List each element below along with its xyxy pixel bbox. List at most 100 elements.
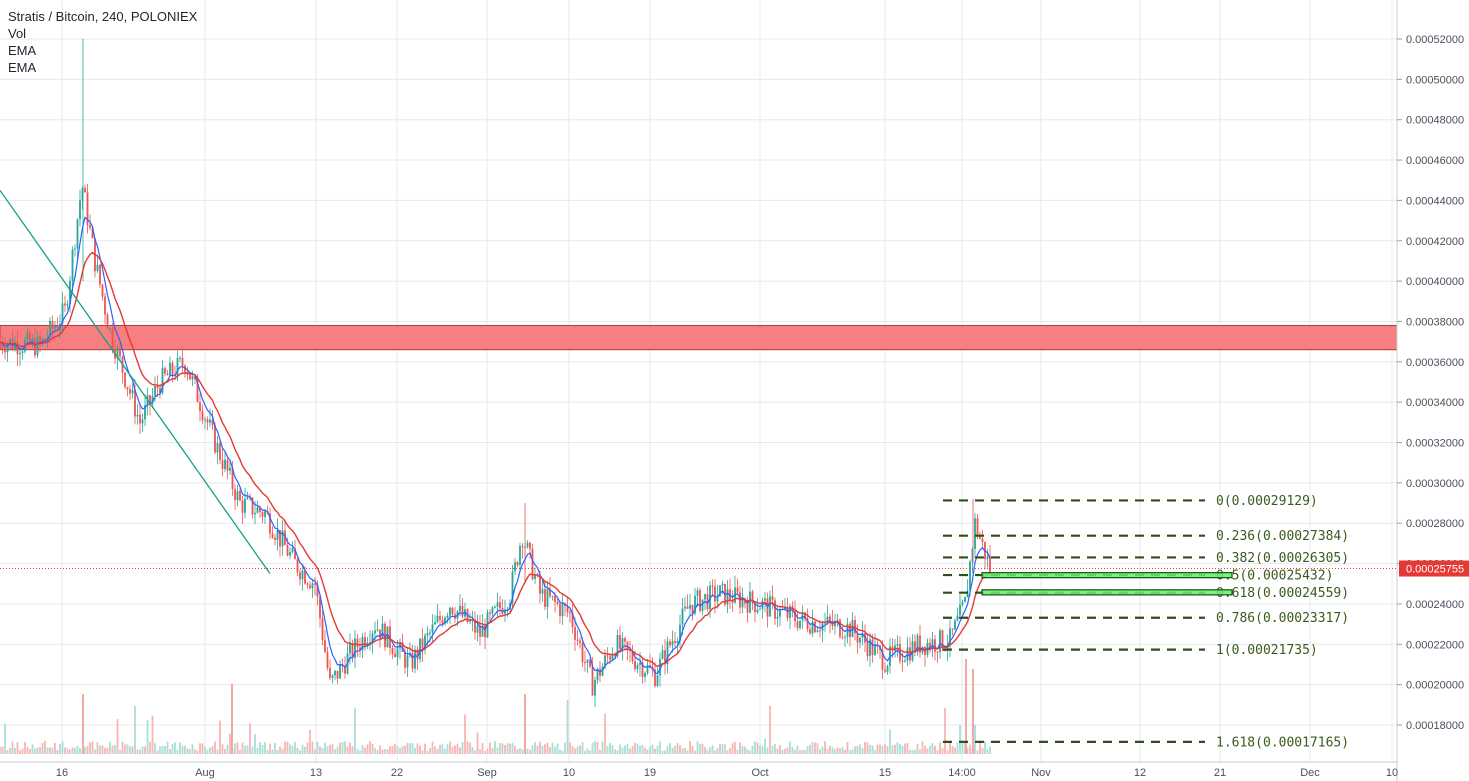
volume-bar bbox=[929, 745, 931, 754]
volume-bar bbox=[749, 750, 751, 754]
volume-bar bbox=[186, 748, 189, 754]
candle-body bbox=[696, 590, 699, 596]
candle-body bbox=[434, 622, 436, 625]
candle-body bbox=[251, 497, 254, 515]
candle-body bbox=[56, 326, 59, 329]
candle-body bbox=[494, 606, 496, 608]
indicator-ema-2[interactable]: EMA bbox=[8, 60, 37, 75]
fibonacci-retracement: 0(0.00029129) 0.236(0.00027384) 0.382(0.00… bbox=[943, 494, 1349, 750]
candle-body bbox=[756, 609, 759, 613]
volume-bar bbox=[309, 729, 311, 754]
volume-bar bbox=[871, 745, 874, 754]
volume-bar bbox=[681, 748, 684, 754]
candle-body bbox=[181, 357, 184, 366]
volume-bar bbox=[946, 750, 949, 754]
candle-body bbox=[806, 618, 809, 630]
candle-body bbox=[129, 389, 131, 394]
volume-bar bbox=[809, 745, 811, 754]
candle-body bbox=[941, 630, 944, 649]
volume-bar bbox=[804, 749, 806, 754]
candle-body bbox=[789, 606, 791, 618]
volume-bar bbox=[179, 742, 181, 754]
candle-body bbox=[961, 601, 964, 605]
volume-bar bbox=[436, 748, 439, 754]
candle-body bbox=[839, 619, 841, 637]
volume-bar bbox=[811, 741, 814, 754]
price-tick-label: 0.00030000 bbox=[1406, 478, 1464, 490]
volume-bar bbox=[806, 746, 809, 754]
candle-body bbox=[349, 643, 351, 654]
candle-body bbox=[774, 600, 776, 619]
volume-bar bbox=[419, 745, 421, 754]
candle-body bbox=[526, 542, 529, 547]
volume-bar bbox=[296, 748, 299, 754]
candle-body bbox=[419, 638, 421, 660]
candle-body bbox=[621, 638, 624, 649]
candle-body bbox=[719, 585, 721, 597]
candle-body bbox=[316, 584, 319, 597]
candle-body bbox=[426, 633, 429, 636]
volume-bar bbox=[606, 746, 609, 754]
volume-bar bbox=[659, 741, 661, 754]
candle-body bbox=[384, 623, 386, 648]
indicator-ema-1[interactable]: EMA bbox=[8, 43, 37, 58]
volume-bar bbox=[394, 743, 396, 754]
symbol-title[interactable]: Stratis / Bitcoin, 240, POLONIEX bbox=[8, 9, 198, 24]
candle-body bbox=[741, 598, 744, 608]
volume-bar bbox=[541, 745, 544, 754]
candle-body bbox=[721, 583, 724, 586]
volume-bar bbox=[219, 720, 221, 754]
candle-body bbox=[634, 661, 636, 670]
volume-bar bbox=[49, 747, 51, 754]
candle-body bbox=[221, 460, 224, 469]
volume-bar bbox=[109, 741, 111, 754]
candle-body bbox=[416, 649, 419, 660]
volume-bar bbox=[521, 748, 524, 754]
volume-bar bbox=[94, 749, 96, 754]
candle-body bbox=[489, 612, 491, 614]
volume-bar bbox=[714, 750, 716, 754]
volume-bar bbox=[389, 746, 391, 754]
volume-bar bbox=[241, 742, 244, 754]
volume-bar bbox=[836, 747, 839, 754]
current-price-label: 0.00025755 bbox=[1406, 564, 1464, 576]
volume-bar bbox=[559, 749, 561, 754]
volume-bar bbox=[401, 746, 404, 754]
candle-body bbox=[176, 358, 179, 377]
candle-body bbox=[109, 328, 111, 330]
candle-body bbox=[916, 635, 919, 653]
volume-bar bbox=[591, 742, 594, 754]
volume-bar bbox=[636, 743, 639, 754]
candle-body bbox=[444, 617, 446, 624]
volume-bar bbox=[1, 746, 4, 754]
volume-bar bbox=[819, 749, 821, 754]
candle-body bbox=[134, 389, 136, 417]
candle-body bbox=[304, 570, 306, 584]
volume-bar bbox=[86, 746, 89, 754]
candle-body bbox=[514, 562, 516, 572]
candle-body bbox=[861, 633, 864, 638]
candle-body bbox=[29, 332, 31, 344]
volume-bar bbox=[31, 744, 34, 754]
volume-bar bbox=[464, 714, 466, 754]
candle-body bbox=[809, 629, 811, 634]
indicator-volume[interactable]: Vol bbox=[8, 26, 27, 41]
candle-body bbox=[79, 200, 81, 220]
candle-body bbox=[166, 373, 169, 376]
candle-body bbox=[159, 388, 161, 393]
candle-body bbox=[286, 545, 289, 556]
volume-bar bbox=[941, 748, 944, 754]
volume-bar bbox=[494, 741, 496, 754]
candle-body bbox=[224, 459, 226, 469]
volume-bar bbox=[169, 749, 171, 754]
candle-body bbox=[641, 662, 644, 678]
volume-bar bbox=[989, 746, 991, 754]
candle-body bbox=[99, 264, 101, 285]
volume-bar bbox=[369, 741, 371, 754]
volume-bar bbox=[869, 744, 871, 754]
candle-body bbox=[989, 556, 991, 573]
candle-body bbox=[14, 341, 16, 350]
price-tick-label: 0.00022000 bbox=[1406, 639, 1464, 651]
volume-bar bbox=[619, 744, 621, 754]
